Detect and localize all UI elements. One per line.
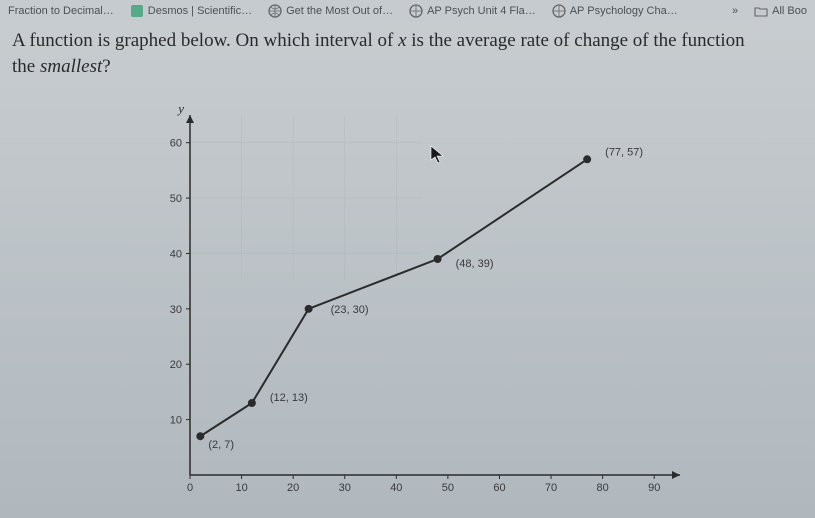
point-label: (23, 30): [331, 304, 369, 316]
tab-fraction[interactable]: Fraction to Decimal…: [8, 5, 114, 17]
data-point: [305, 305, 313, 313]
svg-text:20: 20: [287, 482, 299, 494]
tab-label: Desmos | Scientific…: [148, 5, 252, 17]
svg-text:40: 40: [390, 482, 402, 494]
function-chart: y 0 10 20 30 40 50 60 70 80 90 10 20 30 40 50 60 (2, 7) (1…: [140, 105, 700, 505]
tab-desmos[interactable]: Desmos | Scientific…: [130, 4, 252, 18]
svg-text:20: 20: [170, 359, 182, 371]
svg-text:50: 50: [442, 482, 454, 494]
q-part: the: [12, 56, 40, 77]
folder-label: All Boo: [772, 5, 807, 17]
question-text: A function is graphed below. On which in…: [0, 22, 815, 89]
point-label: (48, 39): [456, 258, 494, 270]
svg-text:80: 80: [597, 482, 609, 494]
overflow-label: »: [732, 5, 738, 17]
data-point: [434, 255, 442, 263]
folder-icon: [754, 4, 768, 18]
svg-text:0: 0: [187, 482, 193, 494]
series-line: [200, 159, 587, 436]
svg-text:30: 30: [339, 482, 351, 494]
tab-label: AP Psych Unit 4 Fla…: [427, 5, 536, 17]
svg-text:40: 40: [170, 248, 182, 260]
data-point: [583, 155, 591, 163]
svg-text:y: y: [176, 105, 184, 116]
desmos-icon: [130, 4, 144, 18]
data-point: [248, 399, 256, 407]
tab-label: AP Psychology Cha…: [570, 5, 678, 17]
svg-text:60: 60: [170, 138, 182, 150]
data-point: [196, 432, 204, 440]
point-label: (77, 57): [605, 146, 643, 158]
browser-tab-bar: Fraction to Decimal… Desmos | Scientific…: [0, 0, 815, 22]
q-part: ?: [102, 56, 110, 77]
tab-label: Get the Most Out of…: [286, 5, 393, 17]
tab-appsych1[interactable]: AP Psych Unit 4 Fla…: [409, 4, 536, 18]
svg-text:90: 90: [648, 482, 660, 494]
globe-icon: [409, 4, 423, 18]
svg-text:50: 50: [170, 193, 182, 205]
bookmarks-folder[interactable]: All Boo: [754, 4, 807, 18]
q-emph: smallest: [40, 56, 102, 77]
tabs-overflow[interactable]: »: [732, 5, 738, 17]
q-var: x: [398, 30, 406, 51]
point-label: (12, 13): [270, 392, 308, 404]
q-part: A function is graphed below. On which in…: [12, 30, 398, 51]
tab-label: Fraction to Decimal…: [8, 5, 114, 17]
svg-text:60: 60: [493, 482, 505, 494]
svg-text:30: 30: [170, 304, 182, 316]
svg-text:70: 70: [545, 482, 557, 494]
tab-gmto[interactable]: Get the Most Out of…: [268, 4, 393, 18]
point-label: (2, 7): [208, 439, 234, 451]
globe-icon: [268, 4, 282, 18]
globe-icon: [552, 4, 566, 18]
q-part: is the average rate of change of the fun…: [407, 30, 745, 51]
svg-text:10: 10: [170, 415, 182, 427]
svg-text:10: 10: [235, 482, 247, 494]
tab-appsych2[interactable]: AP Psychology Cha…: [552, 4, 678, 18]
